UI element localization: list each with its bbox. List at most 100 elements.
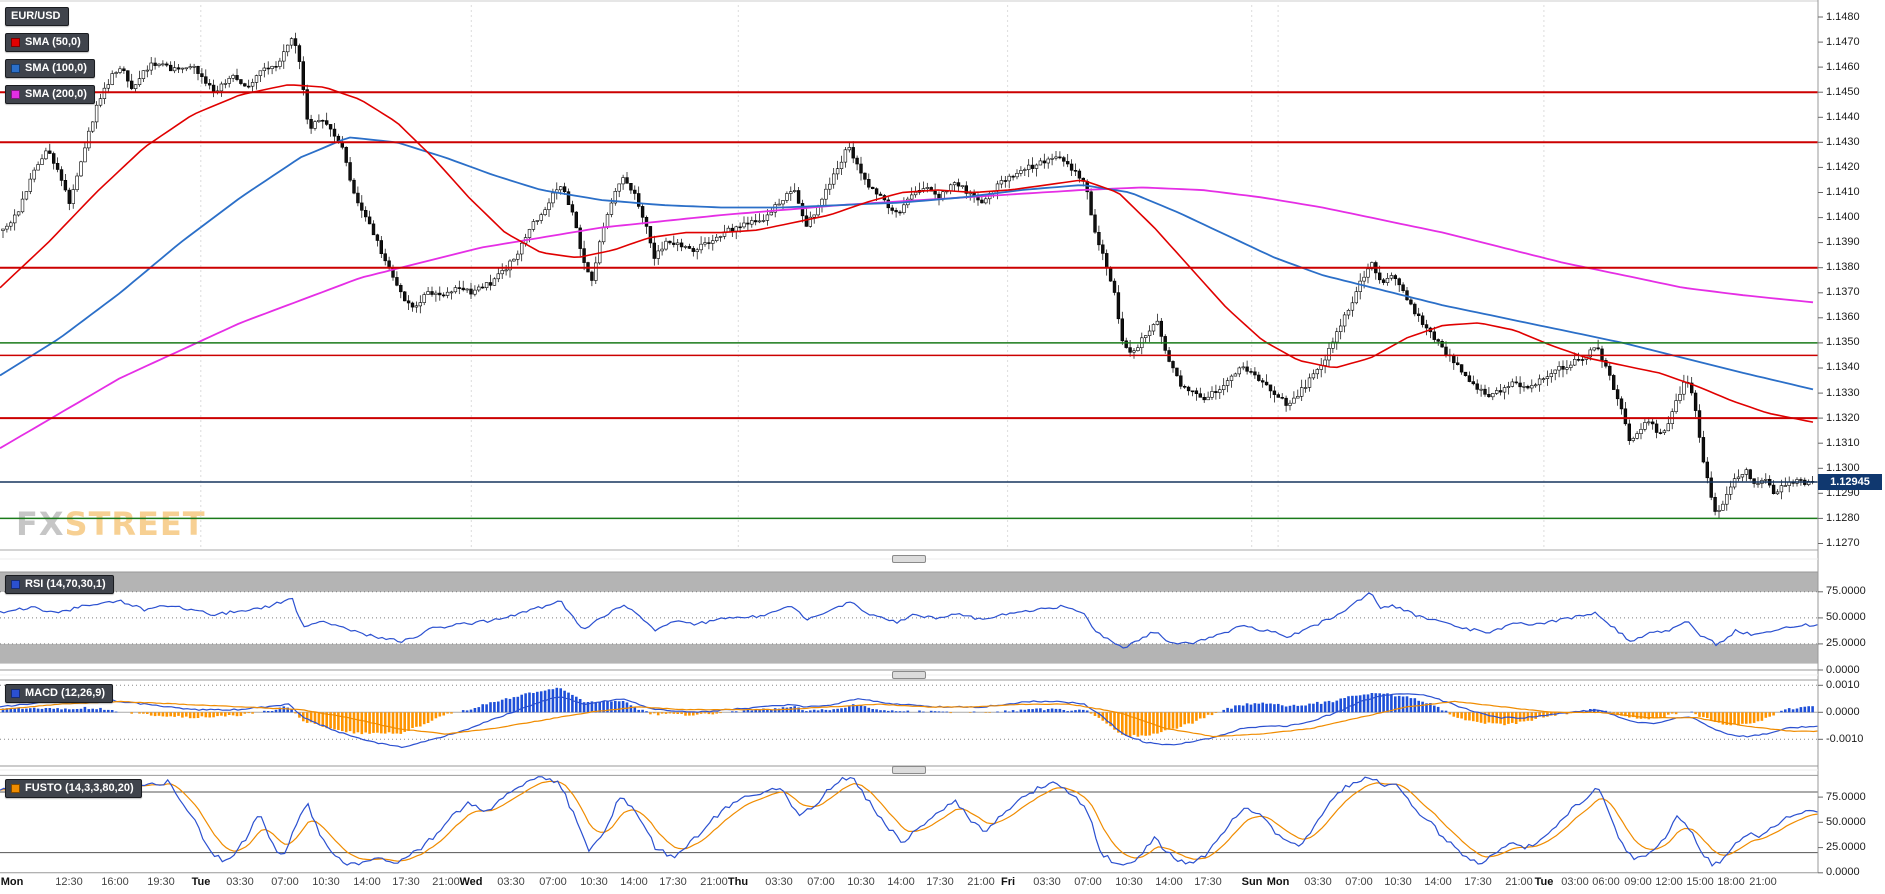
stoch-axis-label: 50.0000 — [1826, 815, 1866, 828]
time-axis-label: 03:30 — [1033, 876, 1061, 888]
price-axis-label: 1.1310 — [1826, 436, 1860, 449]
time-axis-label: 21:00 — [1505, 876, 1533, 888]
stoch-axis-label: 75.0000 — [1826, 790, 1866, 803]
time-axis-label: 14:00 — [620, 876, 648, 888]
stoch-axis-label: 0.0000 — [1826, 865, 1860, 878]
price-axis-label: 1.1470 — [1826, 35, 1860, 48]
time-axis-label: 19:30 — [147, 876, 175, 888]
time-axis-label: 10:30 — [312, 876, 340, 888]
rsi-axis-label: 75.0000 — [1826, 585, 1866, 598]
stoch-badge[interactable]: FUSTO (14,3,3,80,20) — [5, 779, 142, 798]
price-axis-label: 1.1380 — [1826, 261, 1860, 274]
sma50-badge[interactable]: SMA (50,0) — [5, 33, 89, 52]
rsi-axis-label: 50.0000 — [1826, 611, 1866, 624]
price-axis-label: 1.1450 — [1826, 85, 1860, 98]
time-axis-label: 07:00 — [539, 876, 567, 888]
time-axis-label: 12:30 — [55, 876, 83, 888]
time-axis-day-label: Mon — [1266, 876, 1290, 888]
price-axis-label: 1.1300 — [1826, 461, 1860, 474]
sma100-badge-label: SMA (100,0) — [25, 62, 87, 74]
panel-splitter[interactable] — [892, 671, 926, 679]
sma100-color-swatch — [11, 64, 20, 73]
price-axis-label: 1.1370 — [1826, 286, 1860, 299]
price-axis-label: 1.1270 — [1826, 536, 1860, 549]
sma200-badge-label: SMA (200,0) — [25, 88, 87, 100]
price-axis-label: 1.1420 — [1826, 160, 1860, 173]
current-price-badge: 1.12945 — [1818, 474, 1882, 490]
symbol-badge-label: EUR/USD — [11, 10, 61, 22]
time-axis-label: 10:30 — [580, 876, 608, 888]
price-axis-label: 1.1320 — [1826, 411, 1860, 424]
time-axis-label: 17:30 — [1464, 876, 1492, 888]
macd-axis-label: 0.0000 — [1826, 705, 1860, 718]
price-axis-label: 1.1390 — [1826, 236, 1860, 249]
rsi-axis-label: 0.0000 — [1826, 663, 1860, 676]
time-axis-label: 21:00 — [967, 876, 995, 888]
time-axis-day-label: Fri — [1000, 876, 1016, 888]
macd-color-swatch — [11, 689, 20, 698]
time-axis-label: 17:30 — [1194, 876, 1222, 888]
macd-badge-label: MACD (12,26,9) — [25, 687, 106, 699]
time-axis-label: 14:00 — [1155, 876, 1183, 888]
time-axis-label: 07:00 — [807, 876, 835, 888]
time-axis-label: 09:00 — [1624, 876, 1652, 888]
time-axis-day-label: Wed — [459, 876, 483, 888]
price-axis-label: 1.1360 — [1826, 311, 1860, 324]
sma200-badge[interactable]: SMA (200,0) — [5, 85, 95, 104]
time-axis-label: 14:00 — [887, 876, 915, 888]
time-axis-label: 03:00 — [1561, 876, 1589, 888]
price-axis-label: 1.1430 — [1826, 135, 1860, 148]
time-axis-label: 07:00 — [1345, 876, 1373, 888]
time-axis-label: 03:30 — [765, 876, 793, 888]
rsi-badge[interactable]: RSI (14,70,30,1) — [5, 575, 114, 594]
price-axis-label: 1.1340 — [1826, 361, 1860, 374]
panel-splitter[interactable] — [892, 555, 926, 563]
time-axis-label: 10:30 — [1384, 876, 1412, 888]
time-axis-label: 18:00 — [1717, 876, 1745, 888]
rsi-axis-label: 25.0000 — [1826, 637, 1866, 650]
rsi-color-swatch — [11, 580, 20, 589]
price-axis-label: 1.1480 — [1826, 10, 1860, 23]
price-axis-label: 1.1410 — [1826, 185, 1860, 198]
time-axis-label: 03:30 — [226, 876, 254, 888]
time-axis-label: 17:30 — [392, 876, 420, 888]
time-axis-label: 15:00 — [1686, 876, 1714, 888]
stoch-color-swatch — [11, 784, 20, 793]
price-axis-label: 1.1350 — [1826, 336, 1860, 349]
time-axis-label: 03:30 — [1304, 876, 1332, 888]
panel-splitter[interactable] — [892, 766, 926, 774]
time-axis-label: 14:00 — [353, 876, 381, 888]
symbol-badge[interactable]: EUR/USD — [5, 7, 69, 26]
time-axis-day-label: Sun — [1241, 876, 1263, 888]
fxstreet-watermark: FXSTREET — [16, 505, 206, 543]
watermark-fx: FX — [16, 505, 65, 543]
time-axis-label: 14:00 — [1424, 876, 1452, 888]
macd-axis-label: 0.0010 — [1826, 678, 1860, 691]
time-axis-label: 21:00 — [432, 876, 460, 888]
sma50-badge-label: SMA (50,0) — [25, 36, 81, 48]
time-axis-day-label: Tue — [1534, 876, 1554, 888]
macd-badge[interactable]: MACD (12,26,9) — [5, 684, 114, 703]
price-axis-label: 1.1440 — [1826, 110, 1860, 123]
time-axis-label: 07:00 — [271, 876, 299, 888]
time-axis-day-label: Thu — [727, 876, 749, 888]
stoch-axis-label: 25.0000 — [1826, 841, 1866, 854]
time-axis-label: 10:30 — [847, 876, 875, 888]
time-axis-label: 06:00 — [1592, 876, 1620, 888]
time-axis-day-label: Mon — [0, 876, 24, 888]
sma200-color-swatch — [11, 90, 20, 99]
price-axis-label: 1.1280 — [1826, 511, 1860, 524]
time-axis-label: 21:00 — [1749, 876, 1777, 888]
watermark-street: STREET — [64, 505, 206, 543]
time-axis-label: 10:30 — [1115, 876, 1143, 888]
price-axis-label: 1.1460 — [1826, 60, 1860, 73]
sma100-badge[interactable]: SMA (100,0) — [5, 59, 95, 78]
macd-axis-label: -0.0010 — [1826, 732, 1864, 745]
time-axis-label: 21:00 — [700, 876, 728, 888]
time-axis-label: 12:00 — [1655, 876, 1683, 888]
rsi-badge-label: RSI (14,70,30,1) — [25, 578, 106, 590]
time-axis-label: 07:00 — [1074, 876, 1102, 888]
time-axis-label: 17:30 — [926, 876, 954, 888]
stoch-badge-label: FUSTO (14,3,3,80,20) — [25, 782, 134, 794]
